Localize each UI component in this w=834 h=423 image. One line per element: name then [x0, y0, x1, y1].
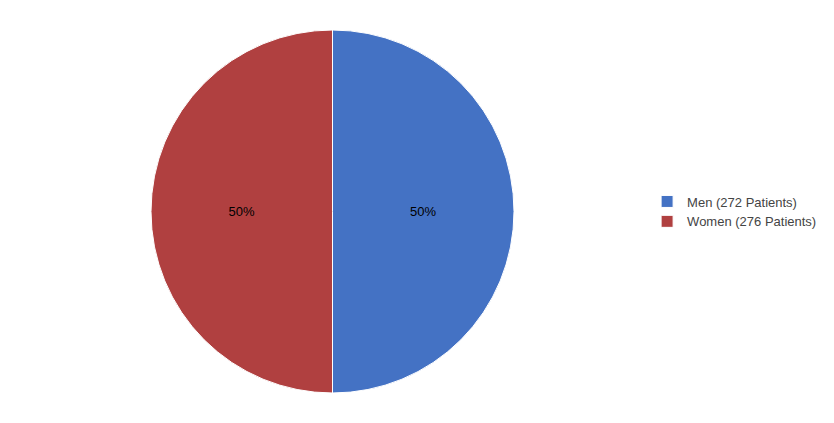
svg-text:Women (276 Patients): Women (276 Patients)	[687, 214, 816, 229]
svg-text:50%: 50%	[229, 204, 255, 219]
svg-text:50%: 50%	[410, 204, 436, 219]
svg-text:Men (272 Patients): Men (272 Patients)	[687, 195, 797, 210]
